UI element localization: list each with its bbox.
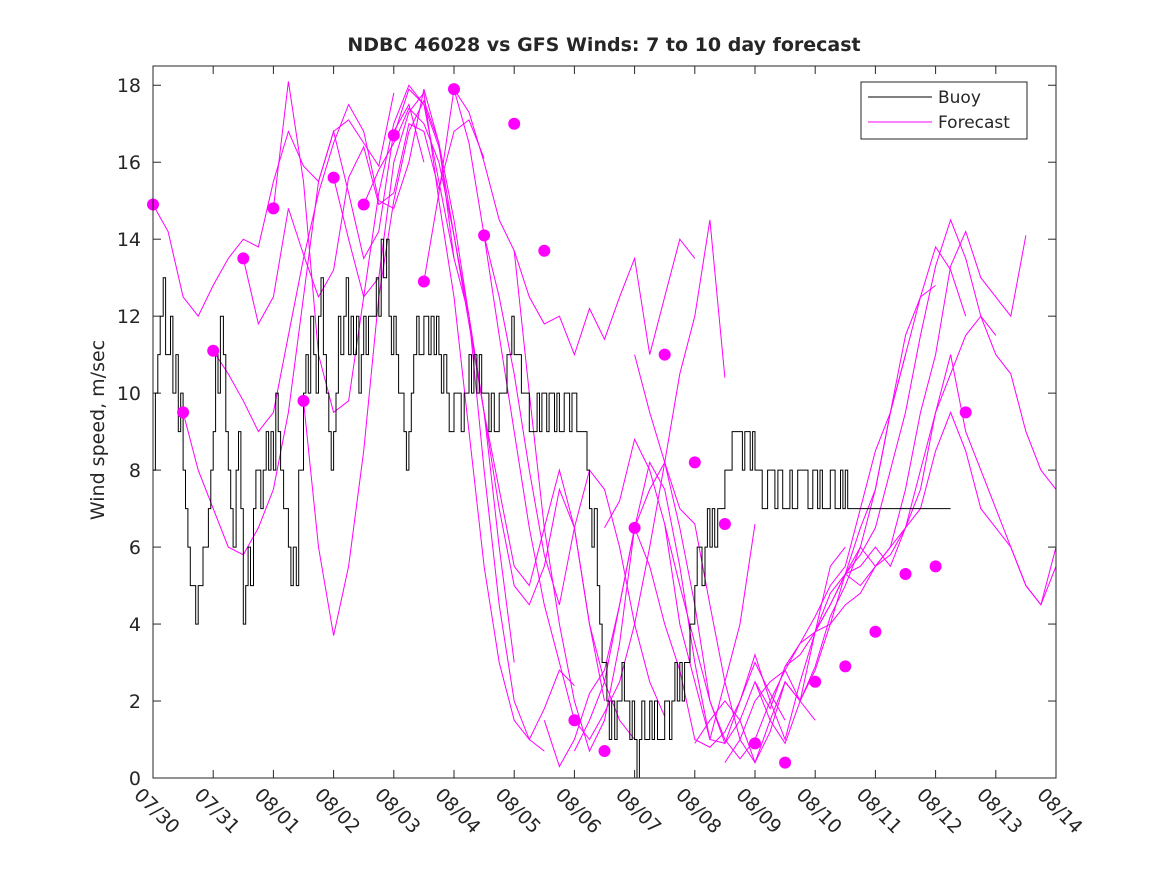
- forecast-marker: [327, 171, 340, 184]
- y-tick-label: 0: [129, 768, 141, 790]
- legend: Buoy Forecast: [860, 81, 1028, 140]
- y-tick-label: 6: [129, 537, 141, 559]
- forecast-marker: [448, 83, 460, 96]
- forecast-marker: [357, 198, 370, 211]
- forecast-line: [212, 88, 455, 433]
- y-tick-label: 10: [117, 383, 141, 405]
- forecast-marker: [598, 745, 611, 758]
- forecast-marker: [899, 568, 912, 581]
- forecast-marker: [387, 129, 400, 142]
- legend-label-forecast: Forecast: [938, 113, 1010, 133]
- forecast-line: [182, 103, 425, 556]
- chart-title: NDBC 46028 vs GFS Winds: 7 to 10 day for…: [347, 34, 860, 56]
- forecast-marker: [929, 560, 942, 573]
- forecast-marker: [809, 675, 822, 688]
- y-tick-label: 12: [117, 306, 141, 328]
- forecast-marker: [959, 406, 972, 419]
- y-tick-label: 16: [117, 152, 141, 174]
- forecast-marker: [237, 252, 250, 265]
- forecast-marker: [478, 229, 491, 242]
- legend-label-buoy: Buoy: [938, 88, 981, 108]
- forecast-line: [664, 354, 906, 745]
- forecast-marker: [658, 348, 671, 361]
- forecast-marker: [267, 202, 280, 215]
- forecast-marker: [508, 117, 521, 130]
- forecast-line: [543, 526, 786, 768]
- plot-frame: [152, 65, 1057, 779]
- forecast-marker: [417, 275, 430, 288]
- forecast-line: [875, 411, 1057, 606]
- forecast-marker: [207, 344, 220, 357]
- y-tick-label: 18: [117, 75, 141, 97]
- forecast-marker: [568, 714, 581, 727]
- y-tick-label: 8: [129, 460, 141, 482]
- y-tick-label: 2: [129, 691, 141, 713]
- forecast-line: [423, 88, 666, 717]
- forecast-marker: [779, 756, 792, 769]
- forecast-line: [784, 230, 1027, 667]
- y-axis-label: Wind speed, m/sec: [87, 340, 109, 520]
- y-tick-label: 14: [117, 229, 141, 251]
- forecast-line: [694, 285, 936, 765]
- forecast-marker: [749, 737, 761, 750]
- forecast-marker: [718, 517, 731, 530]
- forecast-line: [303, 99, 545, 752]
- forecast-line: [152, 92, 395, 318]
- forecast-marker: [869, 625, 882, 638]
- forecast-line: [724, 245, 967, 763]
- plot-area: [153, 66, 1056, 778]
- forecast-marker: [628, 521, 641, 534]
- forecast-line: [754, 218, 997, 710]
- forecast-line: [453, 88, 696, 357]
- forecast-line: [393, 88, 635, 740]
- y-tick-label: 4: [129, 614, 141, 636]
- y-axis-ticks: 0 2 4 6 8 10 12 14 16 18: [117, 75, 1056, 790]
- forecast-marker: [297, 394, 310, 407]
- buoy-line: [153, 238, 951, 779]
- forecast-marker: [839, 660, 852, 673]
- forecast-marker: [688, 456, 701, 469]
- forecast-marker: [177, 406, 190, 419]
- forecast-line: [483, 219, 726, 741]
- forecast-marker: [538, 244, 551, 257]
- forecast-line: [333, 91, 575, 741]
- legend-box: [860, 81, 1028, 140]
- series-layer: [147, 81, 1057, 779]
